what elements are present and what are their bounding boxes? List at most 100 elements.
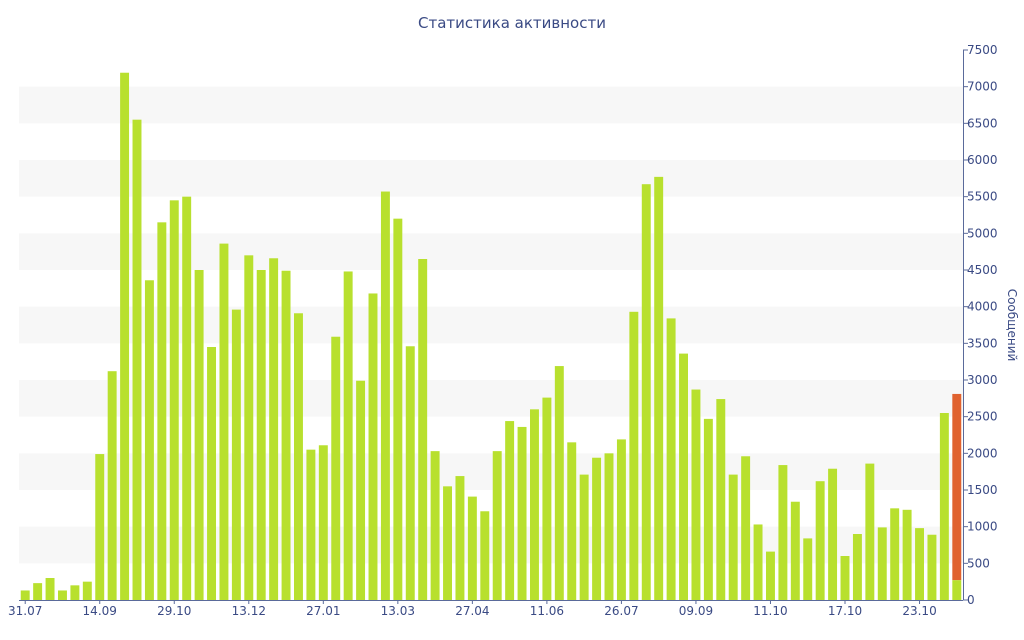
bar[interactable]	[281, 270, 291, 600]
bar[interactable]	[728, 474, 738, 600]
bar[interactable]	[927, 534, 937, 600]
bar[interactable]	[641, 184, 651, 600]
bar[interactable]	[157, 222, 167, 601]
bar[interactable]	[82, 581, 92, 600]
x-tick-label: 13.12	[232, 604, 266, 618]
y-tick-label: 2500	[967, 410, 998, 424]
y-tick-label: 7000	[967, 80, 998, 94]
bar[interactable]	[430, 451, 440, 600]
bar[interactable]	[803, 538, 813, 600]
bar[interactable]	[58, 590, 67, 600]
bar[interactable]	[616, 439, 626, 600]
bar[interactable]	[120, 72, 130, 600]
bar[interactable]	[939, 413, 949, 600]
bar[interactable]	[579, 474, 589, 600]
bars	[20, 72, 962, 601]
y-axis-labels: 0 500 1000 1500 2000 2500 3000 3500 4000 4500 5000…	[967, 43, 998, 607]
bar[interactable]	[132, 119, 142, 601]
bar[interactable]	[852, 534, 862, 600]
y-tick-label: 0	[967, 593, 975, 607]
bar[interactable]	[703, 418, 713, 600]
bar[interactable]	[666, 318, 676, 600]
bar[interactable]	[604, 453, 614, 600]
y-tick-label: 5500	[967, 190, 998, 204]
bar[interactable]	[194, 270, 204, 600]
bar[interactable]	[443, 486, 452, 600]
bar[interactable]	[393, 218, 403, 600]
bar[interactable]	[877, 527, 887, 600]
bar[interactable]	[865, 463, 875, 600]
x-tick-label: 13.03	[381, 604, 415, 618]
bar[interactable]	[269, 258, 279, 600]
bar[interactable]	[331, 336, 341, 600]
y-tick-label: 5000	[967, 226, 998, 240]
bar[interactable]	[840, 556, 850, 600]
bar[interactable]	[741, 456, 751, 600]
bar[interactable]	[33, 583, 43, 600]
x-tick-label: 17.10	[828, 604, 862, 618]
bar[interactable]	[554, 366, 564, 600]
bar[interactable]	[20, 590, 30, 600]
bar[interactable]	[902, 509, 912, 600]
bar[interactable]	[530, 409, 539, 600]
bar[interactable]	[890, 508, 900, 600]
grid-band	[19, 86, 963, 124]
bar[interactable]	[343, 271, 353, 600]
bar[interactable]	[368, 293, 378, 600]
bar[interactable]	[629, 311, 639, 600]
bar[interactable]	[380, 191, 390, 601]
bar[interactable]	[592, 457, 602, 600]
bar[interactable]	[244, 255, 254, 601]
bar[interactable]	[256, 270, 266, 600]
bar[interactable]	[828, 468, 838, 600]
bar[interactable]	[45, 578, 55, 600]
x-tick-label: 23.10	[902, 604, 936, 618]
bar[interactable]	[405, 346, 415, 600]
y-axis-title: Сообщений	[1005, 289, 1019, 362]
bar[interactable]	[915, 528, 924, 600]
bar[interactable]	[679, 353, 688, 600]
bar[interactable]	[306, 449, 316, 600]
grid-band	[19, 160, 963, 197]
bar[interactable]	[455, 476, 465, 600]
bar[interactable]	[231, 309, 241, 600]
bar[interactable]	[480, 511, 490, 600]
bar[interactable]	[219, 243, 229, 600]
x-tick-label: 11.10	[753, 604, 787, 618]
bar[interactable]	[169, 200, 179, 601]
bar-highlight-segment[interactable]	[952, 393, 962, 581]
bar[interactable]	[356, 380, 366, 600]
y-tick-label: 7500	[967, 43, 998, 57]
bar[interactable]	[492, 451, 502, 600]
x-axis-labels: 31.07 14.09 29.10 13.12 27.01 13.03 27.04 11.06…	[8, 604, 937, 618]
x-tick-label: 09.09	[679, 604, 713, 618]
bar[interactable]	[691, 389, 701, 600]
bar[interactable]	[182, 196, 192, 600]
bar[interactable]	[567, 442, 577, 600]
bar[interactable]	[505, 421, 515, 600]
axes	[19, 49, 968, 604]
bar[interactable]	[542, 397, 552, 600]
bar[interactable]	[467, 496, 477, 600]
bar[interactable]	[207, 347, 216, 600]
bar[interactable]	[716, 399, 726, 600]
bar[interactable]	[144, 280, 154, 600]
bar[interactable]	[318, 445, 328, 600]
bar[interactable]	[766, 551, 775, 600]
bar[interactable]	[753, 524, 763, 600]
bar[interactable]	[778, 465, 788, 600]
bar[interactable]	[294, 313, 303, 600]
y-tick-label: 500	[967, 556, 990, 570]
bar[interactable]	[654, 176, 664, 600]
bar[interactable]	[418, 259, 428, 600]
bar[interactable]	[517, 426, 527, 600]
bar[interactable]	[107, 371, 117, 600]
bar[interactable]	[815, 481, 825, 600]
bar[interactable]	[790, 501, 800, 600]
bar[interactable]	[95, 454, 105, 600]
bar[interactable]	[70, 585, 80, 600]
bar-base-segment[interactable]	[952, 580, 962, 600]
y-tick-label: 3500	[967, 336, 998, 350]
x-tick-label: 11.06	[530, 604, 564, 618]
